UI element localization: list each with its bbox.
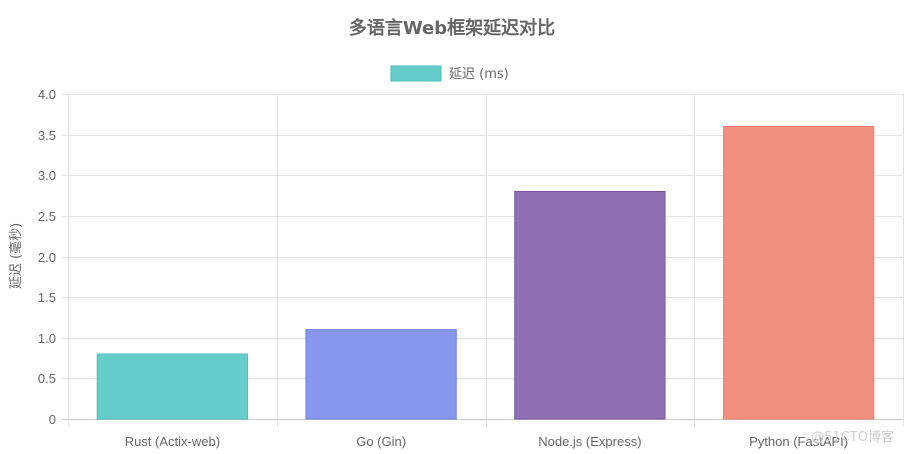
bars: [96, 126, 875, 420]
y-tick-label: 4.0: [38, 87, 56, 102]
legend-label[interactable]: 延迟 (ms): [449, 67, 509, 82]
watermark-text: @51CTO博客: [811, 429, 894, 445]
y-tick-label: 1.5: [38, 290, 56, 305]
x-tick-label: Go (Gin): [356, 434, 406, 449]
y-tick-labels: 0 0.5 1.0 1.5 2.0 2.5 3.0 3.5 4.0: [38, 87, 56, 427]
chart-title: 多语言Web框架延迟对比: [349, 17, 555, 39]
bar-4[interactable]: [722, 126, 875, 420]
legend[interactable]: 延迟 (ms): [390, 65, 509, 82]
x-tick-label: Node.js (Express): [538, 434, 641, 449]
y-tick-label: 0.5: [38, 371, 56, 386]
y-axis-label: 延迟 (毫秒): [8, 223, 24, 289]
y-tick-label: 0: [49, 412, 56, 427]
x-tick-label: Rust (Actix-web): [125, 434, 220, 449]
bar-2[interactable]: [305, 329, 457, 420]
y-tick-label: 2.0: [38, 250, 56, 265]
x-tick-labels: Rust (Actix-web) Go (Gin) Node.js (Express…: [125, 434, 848, 449]
legend-swatch[interactable]: [390, 65, 442, 82]
y-tick-label: 3.0: [38, 168, 56, 183]
y-tick-label: 3.5: [38, 128, 56, 143]
y-tick-label: 2.5: [38, 209, 56, 224]
x-gridlines: [68, 94, 904, 427]
bar-3[interactable]: [514, 191, 666, 420]
y-tick-label: 1.0: [38, 331, 56, 346]
x-tick-label: Python (FastAPI): [749, 434, 848, 449]
bar-1[interactable]: [96, 353, 249, 420]
